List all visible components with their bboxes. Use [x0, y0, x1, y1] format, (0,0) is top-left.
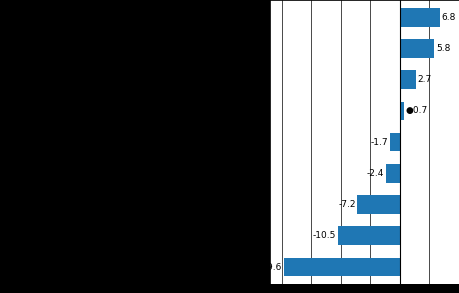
Bar	[358, 195, 400, 214]
Bar	[284, 258, 400, 276]
Text: -1.7: -1.7	[370, 138, 388, 146]
Text: ●0.7: ●0.7	[406, 106, 428, 115]
Text: 2.7: 2.7	[418, 75, 432, 84]
Bar	[400, 8, 440, 27]
Text: 6.8: 6.8	[442, 13, 456, 22]
Text: 5.8: 5.8	[436, 44, 450, 53]
Bar	[400, 70, 416, 89]
Bar	[386, 164, 400, 183]
Bar	[390, 133, 400, 151]
Bar	[400, 101, 404, 120]
Text: -19.6: -19.6	[259, 263, 282, 272]
Text: -10.5: -10.5	[313, 231, 336, 240]
Text: -2.4: -2.4	[367, 169, 384, 178]
Bar	[400, 39, 434, 58]
Text: -7.2: -7.2	[338, 200, 356, 209]
Bar	[338, 226, 400, 245]
